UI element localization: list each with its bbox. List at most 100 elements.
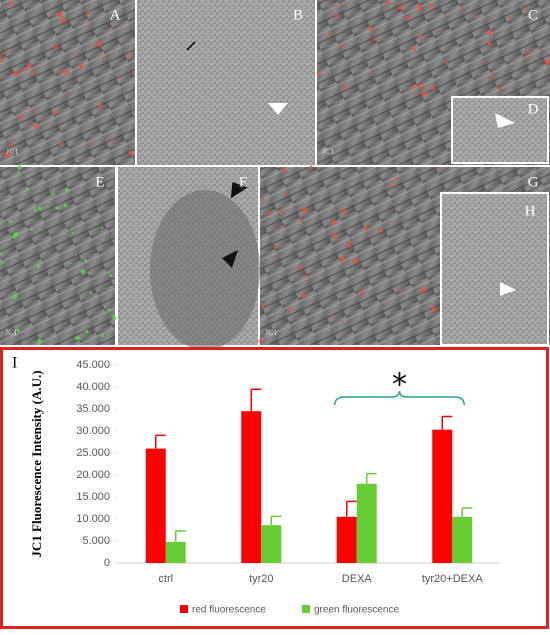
fluorescence-spot: [127, 52, 131, 56]
arrowhead: [222, 250, 238, 268]
y-tick-label: 20.000: [76, 469, 110, 481]
arrowhead: [500, 282, 516, 296]
fluorescence-spot: [411, 46, 416, 51]
fluorescence-spot: [65, 188, 70, 193]
bar: [336, 516, 357, 563]
x-tick-label: tyr20: [249, 573, 273, 585]
fluorescence-spot: [1, 51, 5, 55]
fluorescence-spot: [412, 84, 417, 89]
fluorescence-spot: [385, 0, 390, 5]
panel-label: A: [110, 7, 121, 23]
fluorescence-spot: [330, 315, 333, 318]
fluorescence-spot: [460, 6, 464, 10]
fluorescence-spot: [359, 290, 364, 295]
chart-frame: [0, 347, 549, 629]
y-tick-label: 35.000: [76, 403, 110, 415]
error-bar: [175, 530, 186, 542]
stain-label: JC1: [6, 147, 18, 156]
fluorescence-spot: [30, 109, 33, 112]
fluorescence-spot: [340, 44, 344, 48]
fluorescence-spot: [51, 193, 55, 197]
fluorescence-spot: [34, 275, 37, 278]
fluorescence-spot: [347, 244, 352, 248]
fluorescence-spot: [107, 308, 111, 312]
fluorescence-spot: [373, 37, 378, 41]
fluorescence-spot: [431, 85, 436, 90]
fluorescence-spot: [364, 226, 369, 231]
bar: [145, 448, 166, 563]
legend-swatch: [180, 605, 188, 613]
fluorescence-spot: [99, 103, 103, 108]
y-tick-label: 0: [104, 557, 110, 569]
error-bar: [441, 415, 453, 430]
panel-label: E: [95, 174, 104, 190]
x-tick-label: DEXA: [342, 573, 373, 585]
fluorescence-spot: [9, 151, 12, 155]
fluorescence-spot: [72, 53, 75, 56]
micrograph: [0, 0, 135, 165]
fluorescence-spot: [335, 5, 338, 8]
fluorescence-spot: [405, 15, 410, 20]
fluorescence-spot: [89, 45, 92, 48]
fluorescence-spot: [526, 49, 530, 53]
panel-label: B: [293, 7, 303, 23]
fluorescence-spot: [9, 1, 13, 6]
fluorescence-spot: [74, 335, 80, 341]
fluorescence-spot: [31, 71, 35, 75]
fluorescence-spot: [83, 259, 88, 263]
micrograph: [137, 0, 315, 165]
fluorescence-spot: [37, 338, 43, 344]
fluorescence-spot: [34, 124, 39, 129]
fluorescence-spot: [118, 76, 121, 79]
fluorescence-spot: [299, 219, 303, 223]
y-axis-label: JC1 Fluorescence Intensity (A.U.): [29, 370, 44, 557]
fluorescence-spot: [418, 83, 423, 88]
error-bar: [250, 388, 262, 412]
fluorescence-spot: [444, 61, 448, 65]
fluorescence-spot: [36, 264, 41, 268]
panel-label: F: [239, 174, 247, 190]
fluorescence-spot: [85, 329, 89, 334]
fluorescence-spot: [486, 30, 492, 36]
fluorescence-spot: [74, 79, 77, 82]
fluorescence-spot: [69, 262, 72, 265]
arrowhead: [495, 113, 515, 128]
error-bar: [270, 515, 282, 526]
fluorescence-spot: [398, 5, 404, 10]
fluorescence-spot: [18, 114, 23, 119]
fluorescence-spot: [100, 334, 104, 338]
fluorescence-spot: [89, 291, 93, 295]
fluorescence-spot: [288, 306, 293, 311]
panel-label: C: [528, 7, 538, 23]
fluorescence-spot: [87, 142, 91, 145]
micrograph: [0, 167, 115, 345]
fluorescence-spot: [61, 18, 66, 23]
fluorescence-spot: [274, 245, 278, 249]
fluorescence-spot: [417, 4, 423, 10]
fluorescence-spot: [79, 64, 84, 69]
fluorescence-spot: [317, 71, 321, 75]
fluorescence-spot: [420, 287, 426, 293]
fluorescence-spot: [298, 265, 303, 270]
fluorescence-spot: [86, 21, 90, 24]
fluorescence-spot: [26, 187, 30, 191]
x-tick-label: ctrl: [158, 573, 173, 585]
fluorescence-spot: [12, 294, 17, 300]
fluorescence-spot: [389, 183, 393, 187]
fluorescence-spot: [275, 228, 278, 231]
fluorescence-spot: [63, 203, 68, 208]
fluorescence-spot: [368, 26, 373, 31]
fluorescence-spot: [102, 56, 106, 60]
fluorescence-spot: [258, 339, 263, 344]
fluorescence-spot: [120, 42, 122, 45]
fluorescence-spot: [53, 44, 58, 50]
y-tick-label: 15.000: [76, 491, 110, 503]
fluorescence-spot: [37, 206, 42, 211]
y-tick-label: 10.000: [76, 513, 110, 525]
annotation: *: [392, 368, 407, 403]
fluorescence-spot: [128, 150, 134, 156]
fluorescence-spot: [100, 227, 104, 230]
fluorescence-spot: [59, 71, 63, 74]
fluorescence-spot: [261, 305, 265, 309]
fluorescence-spot: [439, 29, 441, 32]
